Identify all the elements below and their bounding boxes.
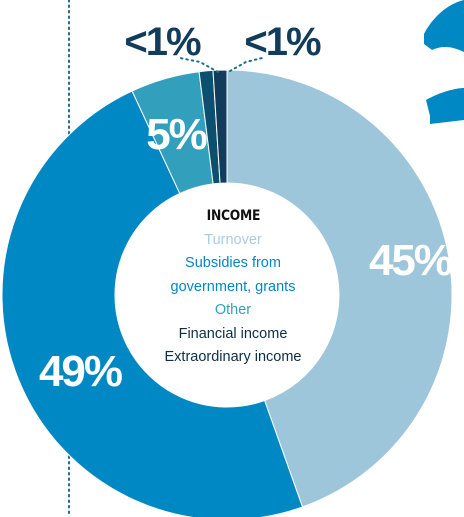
- leader-line-financial: [179, 57, 219, 73]
- legend-item-subsidies-line2: government, grants: [170, 278, 296, 295]
- chart-legend: INCOME Turnover Subsidies from governmen…: [128, 205, 338, 370]
- legend-item-turnover: Turnover: [204, 231, 262, 248]
- label-financial: <1%: [124, 20, 201, 64]
- slice-subsidies: [1, 90, 304, 517]
- legend-item-extraordinary: Extraordinary income: [164, 349, 302, 365]
- label-extraordinary: <1%: [244, 20, 321, 64]
- legend-item-other: Other: [214, 302, 252, 318]
- legend-item-subsidies: Subsidies from: [185, 255, 281, 271]
- legend-item-financial: Financial income: [178, 325, 288, 342]
- label-subsidies: 49%: [39, 347, 122, 396]
- legend-title: INCOME: [206, 208, 260, 224]
- slice-extraordinary: [212, 69, 228, 184]
- leader-line-extraordinary: [229, 57, 263, 72]
- decorative-cyan-glyph: [424, 0, 464, 124]
- label-other: 5%: [146, 110, 206, 159]
- label-turnover: 45%: [369, 236, 452, 285]
- slice-turnover: [226, 69, 453, 508]
